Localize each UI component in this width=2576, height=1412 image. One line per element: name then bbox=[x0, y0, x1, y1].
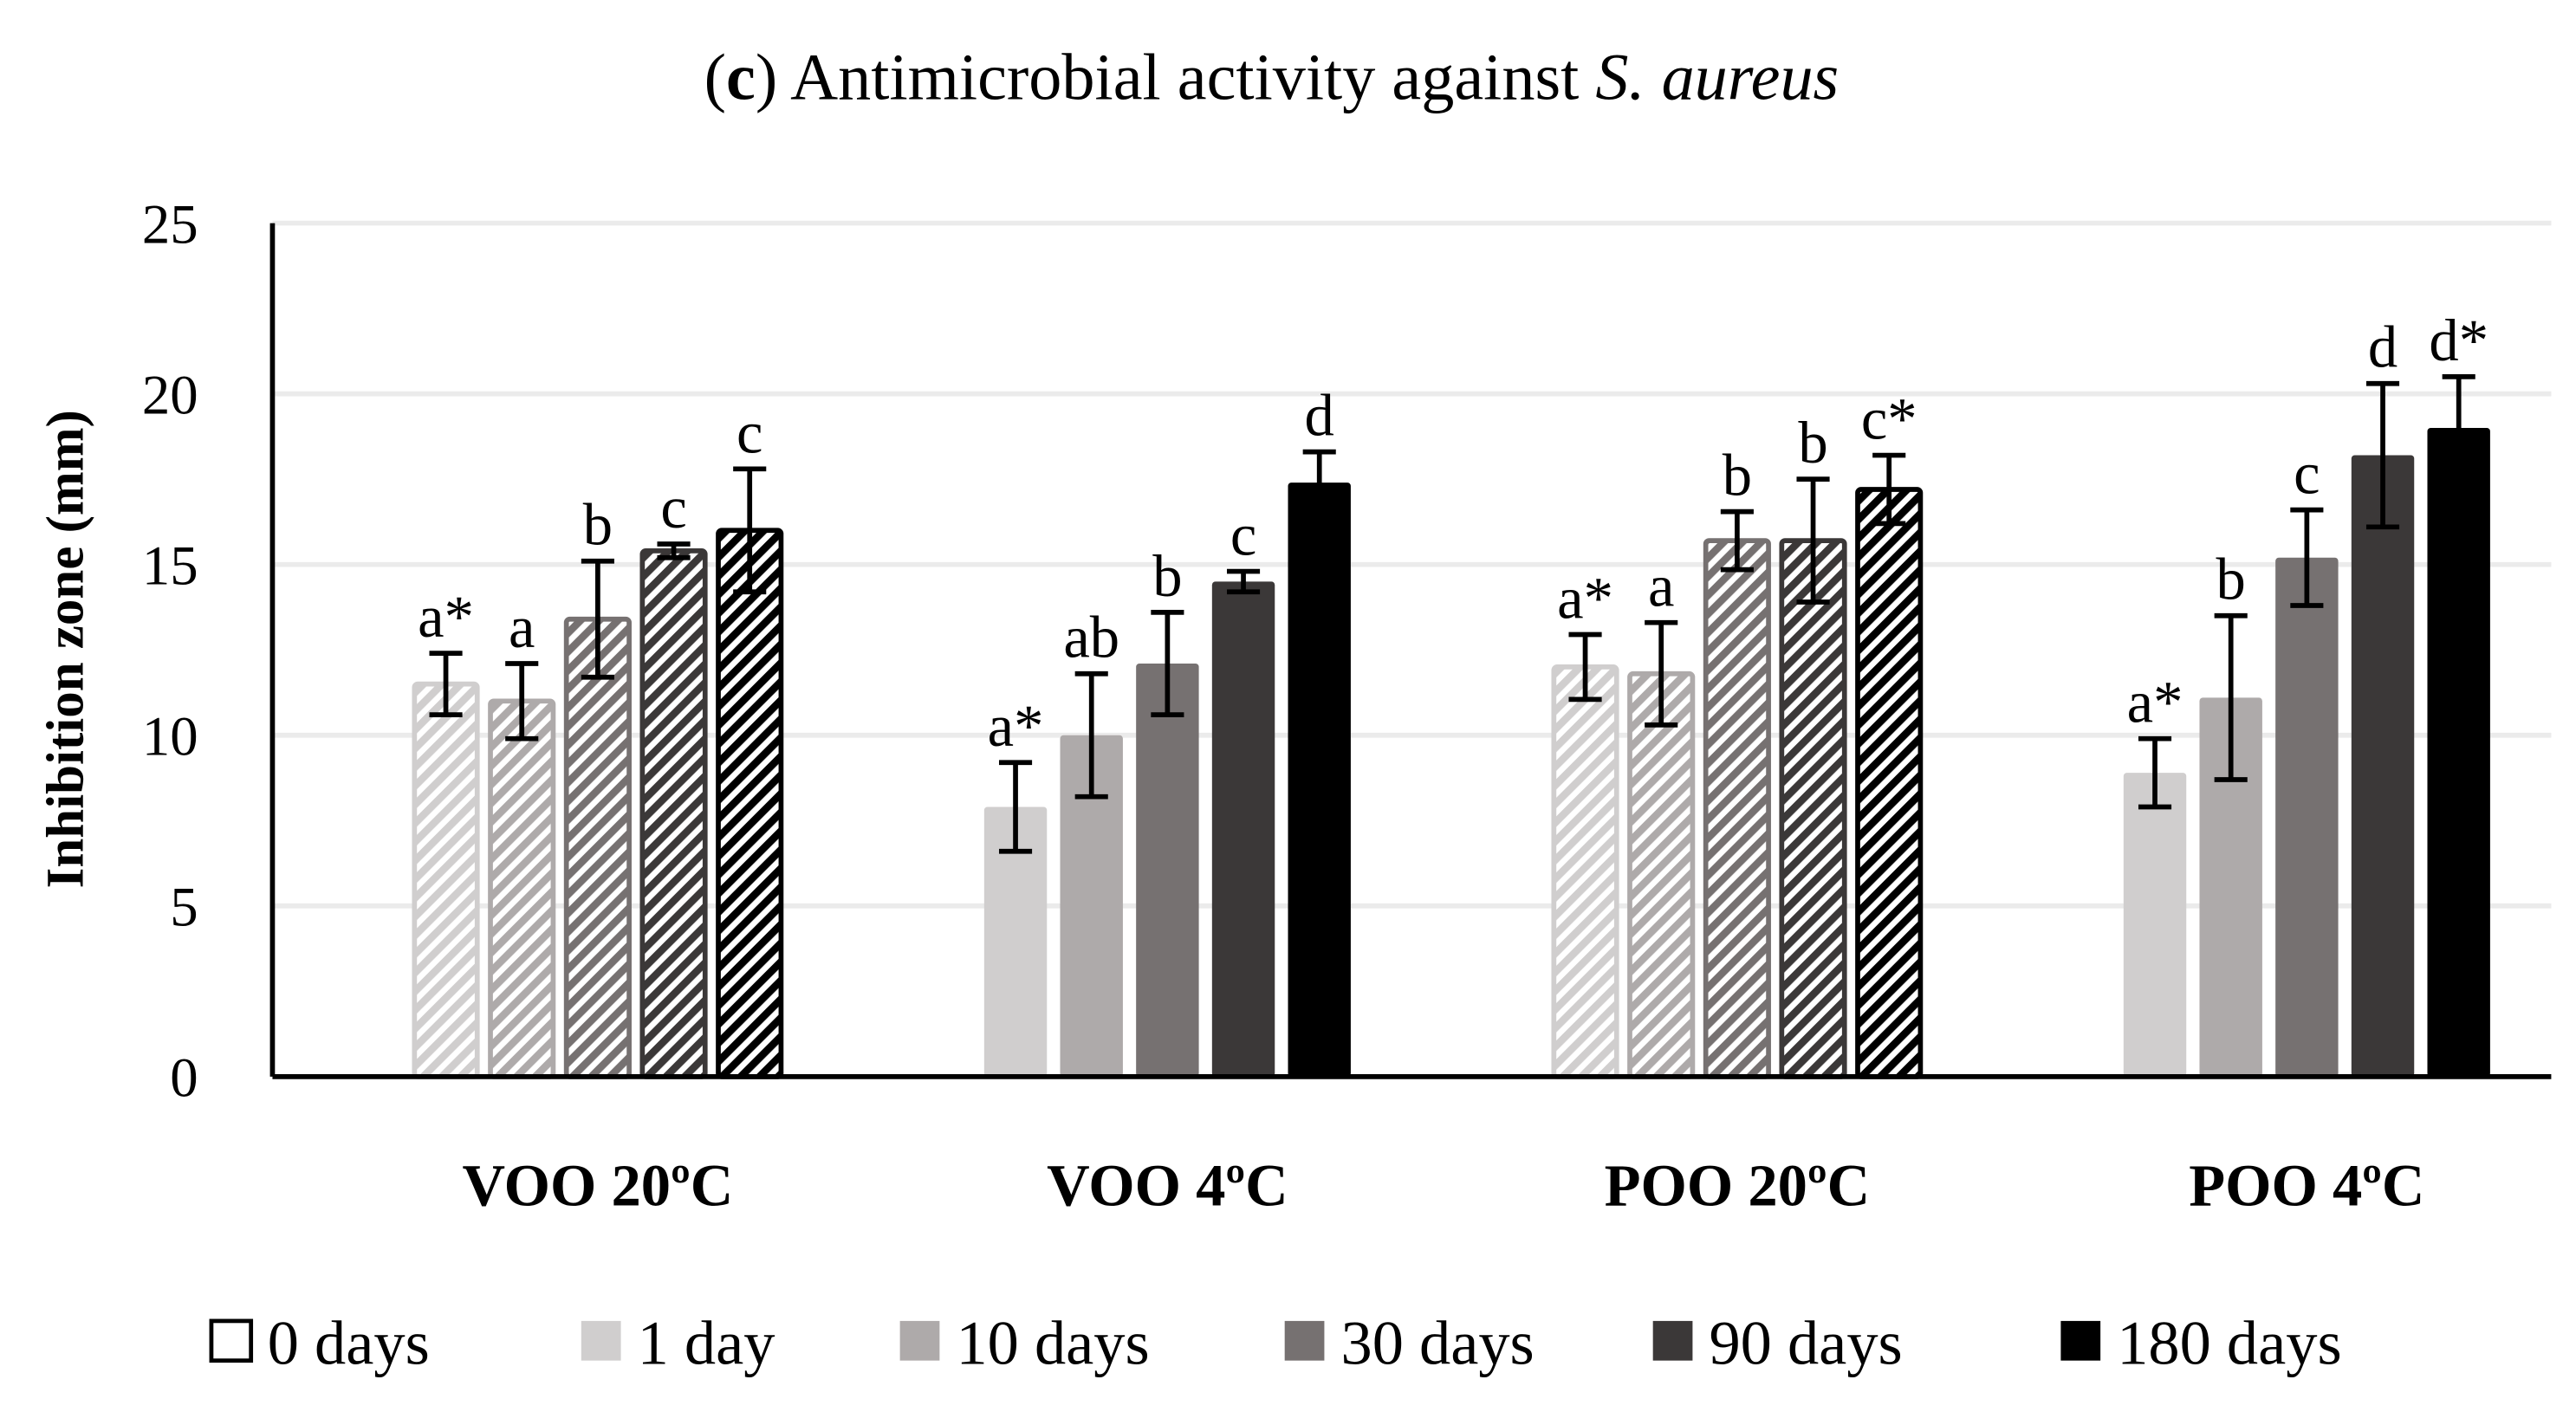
bar bbox=[716, 528, 784, 1079]
significance-label: d bbox=[2368, 314, 2398, 380]
legend-label: 30 days bbox=[1340, 1307, 1534, 1377]
bar bbox=[1060, 735, 1123, 1077]
bar bbox=[983, 806, 1048, 1077]
chart-title: (c) Antimicrobial activity against S. au… bbox=[704, 42, 1840, 114]
y-tick-label: 15 bbox=[142, 535, 198, 598]
y-tick-label: 5 bbox=[170, 877, 198, 939]
significance-label: c bbox=[736, 399, 762, 465]
significance-label: a* bbox=[988, 693, 1044, 759]
legend-label: 180 days bbox=[2117, 1307, 2341, 1377]
bar bbox=[563, 616, 632, 1079]
significance-label: a* bbox=[2127, 670, 2183, 735]
x-category-label: POO 4ºC bbox=[2189, 1152, 2424, 1218]
bar bbox=[1855, 487, 1924, 1079]
bar bbox=[2427, 428, 2490, 1077]
significance-label: b bbox=[1152, 543, 1182, 609]
significance-label: b bbox=[583, 492, 613, 558]
bar bbox=[412, 681, 480, 1079]
y-tick-label: 0 bbox=[170, 1047, 198, 1110]
y-tick-label: 25 bbox=[142, 193, 198, 256]
significance-label: b bbox=[1723, 443, 1752, 508]
legend-swatch bbox=[209, 1318, 254, 1363]
bar bbox=[1288, 483, 1351, 1077]
significance-label: d bbox=[1305, 383, 1334, 449]
bar bbox=[639, 548, 708, 1079]
legend-label: 10 days bbox=[956, 1307, 1149, 1377]
significance-label: c bbox=[660, 475, 686, 541]
significance-label: c* bbox=[1861, 386, 1917, 452]
bar bbox=[2351, 455, 2415, 1077]
significance-label: b bbox=[2216, 547, 2246, 612]
y-tick-label: 20 bbox=[142, 364, 198, 426]
bar bbox=[1703, 538, 1771, 1079]
bar bbox=[1627, 670, 1696, 1079]
significance-label: a bbox=[1648, 554, 1674, 619]
bar bbox=[2199, 697, 2262, 1077]
x-category-label: VOO 20ºC bbox=[462, 1152, 733, 1218]
x-category-label: VOO 4ºC bbox=[1047, 1152, 1288, 1218]
bar bbox=[1211, 581, 1275, 1077]
bar bbox=[488, 698, 556, 1079]
significance-label: c bbox=[1230, 502, 1256, 568]
significance-label: a bbox=[509, 594, 535, 660]
legend-swatch bbox=[581, 1320, 621, 1361]
bar bbox=[1551, 664, 1619, 1079]
significance-label: ab bbox=[1063, 605, 1119, 670]
legend-swatch bbox=[2060, 1320, 2101, 1361]
legend-swatch bbox=[1652, 1320, 1693, 1361]
legend-swatch bbox=[1284, 1320, 1325, 1361]
bar bbox=[1136, 663, 1199, 1077]
bar bbox=[2275, 557, 2339, 1077]
y-axis-label: Inhibition zone (mm) bbox=[36, 410, 94, 888]
significance-label: d* bbox=[2429, 308, 2488, 373]
significance-label: a* bbox=[1557, 565, 1613, 631]
legend-label: 90 days bbox=[1709, 1307, 1902, 1377]
legend-label: 1 day bbox=[638, 1307, 775, 1377]
significance-label: a* bbox=[418, 584, 474, 650]
legend-label: 0 days bbox=[268, 1307, 430, 1377]
legend-swatch bbox=[899, 1320, 940, 1361]
x-category-label: POO 20ºC bbox=[1605, 1152, 1871, 1218]
y-tick-label: 10 bbox=[142, 706, 198, 768]
bar bbox=[2123, 773, 2187, 1077]
bar bbox=[1779, 538, 1847, 1079]
significance-label: b bbox=[1798, 410, 1827, 476]
significance-label: c bbox=[2294, 441, 2320, 507]
